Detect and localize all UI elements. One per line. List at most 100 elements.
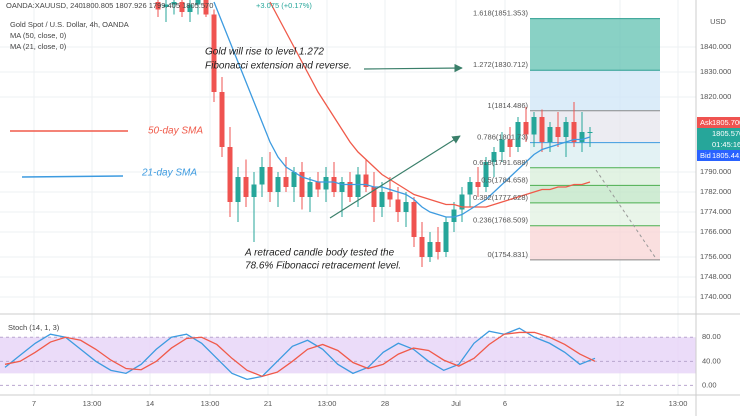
projection-line bbox=[595, 169, 658, 261]
fib-label: 0.786(1801.73) bbox=[477, 133, 528, 142]
candle-body bbox=[523, 122, 529, 135]
last-price: 1805.570 bbox=[712, 129, 740, 138]
candle-body bbox=[547, 127, 553, 142]
candle-body bbox=[491, 152, 497, 162]
sma21-key bbox=[21, 175, 124, 178]
fib-label: 0.382(1777.628) bbox=[473, 193, 529, 202]
candle-body bbox=[459, 194, 465, 210]
sma50-label: 50-day SMA bbox=[148, 126, 203, 137]
y-tick-label: 1830.000 bbox=[700, 67, 731, 76]
candle-body bbox=[267, 167, 273, 192]
y-tick-label: 1774.000 bbox=[700, 207, 731, 216]
fib-zone bbox=[530, 202, 660, 226]
symbol: OANDA:XAUUSD, 240 bbox=[6, 1, 83, 10]
fib-label: 0(1754.831) bbox=[488, 250, 529, 259]
candle-body bbox=[211, 14, 217, 92]
candle-body bbox=[411, 202, 417, 237]
candle-body bbox=[195, 0, 201, 5]
x-tick-label: 13:00 bbox=[201, 399, 220, 408]
candle-body bbox=[259, 167, 265, 185]
candle-body bbox=[507, 139, 513, 147]
x-tick-label: 6 bbox=[503, 399, 507, 408]
candle-body bbox=[387, 192, 393, 200]
line-series bbox=[4, 327, 596, 381]
fib-label: 0.236(1768.509) bbox=[473, 216, 529, 225]
candle-body bbox=[299, 172, 305, 197]
fib-zone bbox=[530, 18, 660, 71]
candle-body bbox=[363, 174, 369, 187]
fib-label: 0.618(1791.688) bbox=[473, 158, 529, 167]
fib-zone bbox=[530, 225, 660, 260]
currency: USD bbox=[710, 17, 726, 26]
fib-zone bbox=[530, 185, 660, 203]
candle-body bbox=[555, 127, 561, 137]
candle-body bbox=[531, 117, 537, 135]
candle-body bbox=[347, 182, 353, 197]
annotation: 78.6% Fibonacci retracement level. bbox=[245, 261, 401, 272]
candle-body bbox=[331, 177, 337, 192]
annotation: Gold will rise to level 1.272 bbox=[205, 47, 324, 58]
sma21-label: 21-day SMA bbox=[141, 168, 197, 179]
candle-body bbox=[155, 1, 161, 10]
bid-tag bbox=[697, 150, 740, 161]
candle-body bbox=[435, 242, 441, 252]
ask-tag bbox=[697, 117, 740, 128]
candle-body bbox=[203, 0, 209, 15]
fib-label: 1.272(1830.712) bbox=[473, 60, 529, 69]
stoch-band bbox=[0, 337, 696, 374]
arrow bbox=[363, 63, 463, 73]
bid: Bid bbox=[700, 151, 711, 160]
candle-body bbox=[587, 132, 593, 133]
candle-body bbox=[403, 202, 409, 212]
y-tick-label: 1820.000 bbox=[700, 92, 731, 101]
candle-body bbox=[187, 4, 193, 12]
candle-body bbox=[579, 132, 585, 142]
y-tick-label: 1766.000 bbox=[700, 227, 731, 236]
x-tick-label: 21 bbox=[264, 399, 272, 408]
candle-body bbox=[251, 184, 257, 197]
candle-body bbox=[179, 1, 185, 12]
quote: 1800.805 1807.926 1799.405 1805.570 bbox=[82, 1, 213, 10]
candle-body bbox=[515, 122, 521, 147]
arrow bbox=[329, 135, 461, 219]
y-tick-label: 1782.000 bbox=[700, 187, 731, 196]
fib-zone bbox=[530, 167, 660, 186]
candle-body bbox=[475, 182, 481, 187]
instrument-name: Gold Spot / U.S. Dollar, 4h, OANDA bbox=[10, 20, 129, 29]
ask-price: 1805.700 bbox=[712, 118, 740, 127]
line-series bbox=[4, 331, 596, 378]
candle-body bbox=[419, 237, 425, 257]
fib-label: 0.5(1784.658) bbox=[481, 175, 528, 184]
x-tick-label: 13:00 bbox=[318, 399, 337, 408]
candle-body bbox=[275, 177, 281, 192]
x-tick-label: 12 bbox=[616, 399, 624, 408]
candle-body bbox=[219, 92, 225, 147]
candle-body bbox=[171, 1, 177, 5]
x-tick-label: 13:00 bbox=[83, 399, 102, 408]
x-tick-label: Jul bbox=[451, 399, 461, 408]
candle-body bbox=[499, 139, 505, 152]
candle-body bbox=[563, 122, 569, 137]
ask: Ask bbox=[700, 118, 713, 127]
candle-body bbox=[467, 182, 473, 195]
annotation: A retraced candle body tested the bbox=[244, 248, 395, 259]
fib-label: 1.618(1851.353) bbox=[473, 9, 529, 18]
candle-body bbox=[395, 199, 401, 212]
y-tick-label: 40.00 bbox=[702, 356, 721, 365]
candle-body bbox=[227, 147, 233, 202]
y-tick-label: 1790.000 bbox=[700, 167, 731, 176]
y-tick-label: 1840.000 bbox=[700, 42, 731, 51]
candle-body bbox=[451, 209, 457, 222]
y-tick-label: 80.00 bbox=[702, 332, 721, 341]
candle-body bbox=[571, 122, 577, 142]
line-series bbox=[213, 1, 591, 218]
candle-body bbox=[339, 182, 345, 192]
last-tag bbox=[697, 128, 740, 150]
candle-body bbox=[323, 177, 329, 190]
x-tick-label: 7 bbox=[32, 399, 36, 408]
ma21-legend: MA (21, close, 0) bbox=[10, 42, 67, 51]
line-series bbox=[269, 1, 591, 208]
candle-body bbox=[235, 177, 241, 202]
x-tick-label: 13:00 bbox=[669, 399, 688, 408]
